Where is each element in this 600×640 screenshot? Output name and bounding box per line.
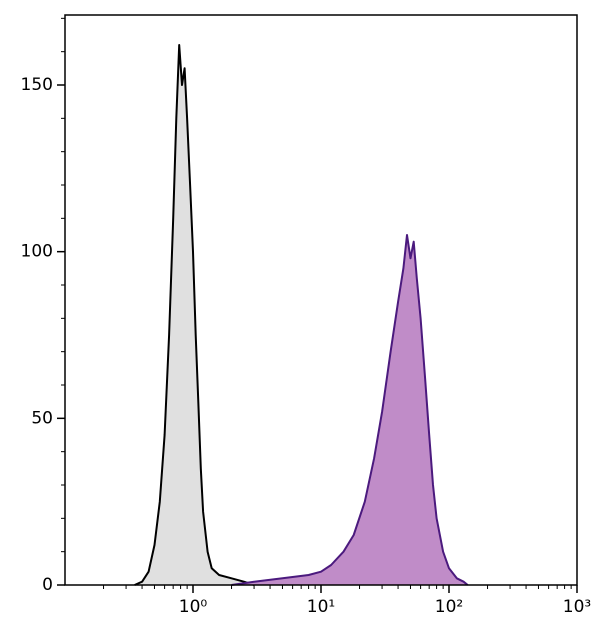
- x-tick-label: 10¹: [307, 597, 335, 617]
- x-tick-label: 10³: [563, 597, 591, 617]
- x-tick-label: 10²: [435, 597, 463, 617]
- outline: [231, 234, 469, 586]
- y-tick-label: 100: [21, 242, 53, 262]
- y-tick-label: 50: [31, 408, 53, 428]
- plot-frame: [64, 14, 578, 586]
- outline: [134, 44, 255, 586]
- x-tick-label: 10⁰: [179, 597, 208, 617]
- y-tick-label: 0: [42, 575, 53, 595]
- area: [231, 235, 468, 585]
- y-tick-label: 150: [21, 75, 53, 95]
